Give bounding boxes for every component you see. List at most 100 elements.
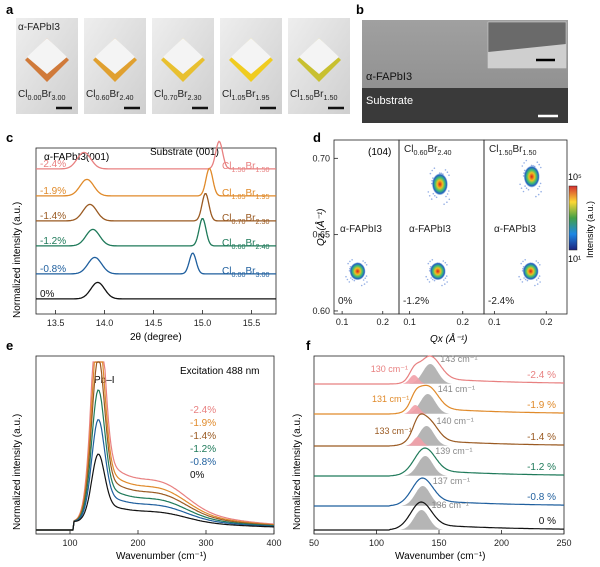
- fit-peak-main: [399, 510, 444, 530]
- film-label: α-FAPbI3: [494, 224, 536, 235]
- rsm-speckle: [445, 195, 447, 198]
- crystal-composition: Cl1.50Br1.50: [290, 89, 337, 102]
- panel-b-sem: α-FAPbI3 Substrate: [362, 20, 568, 123]
- y-axis-label: Normalized intensity (a.u.): [12, 414, 23, 530]
- rsm-speckle: [430, 277, 433, 279]
- x-tick-label: 150: [431, 538, 446, 548]
- x-tick-label: 0.1: [488, 317, 501, 327]
- rsm-speckle: [432, 192, 435, 195]
- x-tick-label: 250: [556, 538, 571, 548]
- film-peak-label: α-FAPbI3(001): [44, 152, 109, 163]
- panel-b-letter: b: [356, 2, 364, 17]
- excitation-label: Excitation 488 nm: [180, 366, 260, 377]
- rsm-speckle: [441, 284, 443, 287]
- rsm-speckle: [351, 259, 353, 261]
- fit-peak-shoulder: [402, 405, 428, 414]
- strain-label: 0%: [190, 470, 205, 481]
- raman-fit-line: [314, 477, 564, 507]
- rsm-speckle: [534, 284, 536, 287]
- composition-label: Cl0.00Br3.00: [222, 266, 269, 279]
- raman-fit-line: [314, 447, 565, 477]
- rsm-speckle: [363, 283, 366, 285]
- rsm-speckle: [427, 262, 430, 265]
- sem-film-label: α-FAPbI3: [366, 71, 412, 83]
- rsm-speckle: [539, 281, 541, 283]
- y-axis-label: Normalized intensity (a.u.): [12, 202, 23, 318]
- fit-peak-shoulder: [401, 375, 427, 384]
- strain-label: -1.9 %: [527, 400, 556, 411]
- xrd-series-line: [36, 218, 276, 247]
- rsm-speckle: [526, 279, 529, 282]
- colorbar-max: 10⁵: [568, 172, 582, 182]
- composition-label: Cl0.60Br2.40: [404, 144, 451, 157]
- strain-label: -1.4%: [40, 211, 66, 222]
- rsm-speckle: [360, 284, 363, 287]
- rsm-speckle: [538, 163, 540, 166]
- strain-label: 0%: [40, 289, 55, 300]
- xrd-series-line: [36, 167, 276, 197]
- panel-c-letter: c: [6, 130, 13, 145]
- rsm-speckle: [536, 161, 539, 163]
- rsm-speckle: [429, 172, 432, 175]
- rsm-speckle: [521, 165, 524, 167]
- film-label: α-FAPbI3: [340, 224, 382, 235]
- strain-label: -1.4%: [190, 431, 216, 442]
- rsm-speckle: [434, 195, 436, 197]
- strain-label: -2.4%: [488, 296, 514, 307]
- rsm-speckle: [444, 261, 447, 264]
- rsm-speckle: [448, 190, 450, 192]
- plot-frame: [35, 147, 277, 315]
- strain-label: -2.4%: [190, 405, 216, 416]
- x-tick-label: 14.0: [96, 318, 114, 328]
- rsm-speckle: [523, 277, 525, 279]
- rsm-speckle: [539, 264, 541, 266]
- x-axis-label: 2θ (degree): [130, 332, 182, 343]
- strain-label: 0%: [338, 296, 353, 307]
- rsm-speckle: [428, 281, 431, 283]
- rsm-speckle: [431, 278, 434, 281]
- rsm-speckle: [524, 185, 526, 187]
- rsm-speckle: [426, 278, 429, 281]
- x-tick-label: 0.1: [403, 317, 416, 327]
- rsm-speckle: [537, 193, 540, 196]
- strain-label: -2.4 %: [527, 370, 556, 381]
- rsm-speckle: [527, 188, 530, 191]
- rsm-speckle: [446, 264, 448, 266]
- x-axis-label: Qx (Å⁻¹): [430, 332, 468, 345]
- x-tick-label: 0.2: [456, 317, 469, 327]
- crystal-composition: Cl1.05Br1.95: [222, 89, 269, 102]
- rsm-speckle: [523, 162, 525, 164]
- rsm-speckle: [540, 190, 542, 193]
- rsm-speckle: [345, 275, 347, 278]
- rsm-speckle: [446, 201, 448, 203]
- composition-label: Cl0.60Br2.40: [222, 238, 269, 251]
- panel-e-letter: e: [6, 338, 13, 353]
- strain-label: -1.9%: [40, 186, 66, 197]
- reflection-label: (104): [368, 147, 391, 158]
- rsm-speckle: [537, 277, 540, 280]
- fit-peak-shoulder: [405, 437, 431, 446]
- rsm-speckle: [446, 193, 449, 195]
- rsm-speckle: [425, 275, 428, 278]
- rsm-speckle: [538, 275, 541, 277]
- rsm-speckle: [351, 278, 354, 281]
- rsm-speckle: [443, 203, 445, 205]
- rsm-speckle: [444, 169, 447, 171]
- peak-position-label: 130 cm⁻¹: [371, 364, 408, 374]
- x-tick-label: 200: [130, 538, 145, 548]
- rsm-speckle: [347, 262, 349, 265]
- peak-position-label: 141 cm⁻¹: [438, 384, 475, 394]
- rsm-speckle: [445, 275, 448, 277]
- x-tick-label: 300: [198, 538, 213, 548]
- rsm-spot: [429, 262, 446, 281]
- x-tick-label: 15.0: [194, 318, 212, 328]
- x-axis-label: Wavenumber (cm⁻¹): [395, 551, 485, 562]
- peak-position-label: 137 cm⁻¹: [433, 476, 470, 486]
- rsm-speckle: [365, 264, 368, 266]
- strain-label: -1.2%: [403, 296, 429, 307]
- rsm-speckle: [349, 260, 351, 263]
- colorbar: [568, 185, 578, 251]
- x-tick-label: 100: [62, 538, 77, 548]
- rsm-frame: [483, 139, 568, 315]
